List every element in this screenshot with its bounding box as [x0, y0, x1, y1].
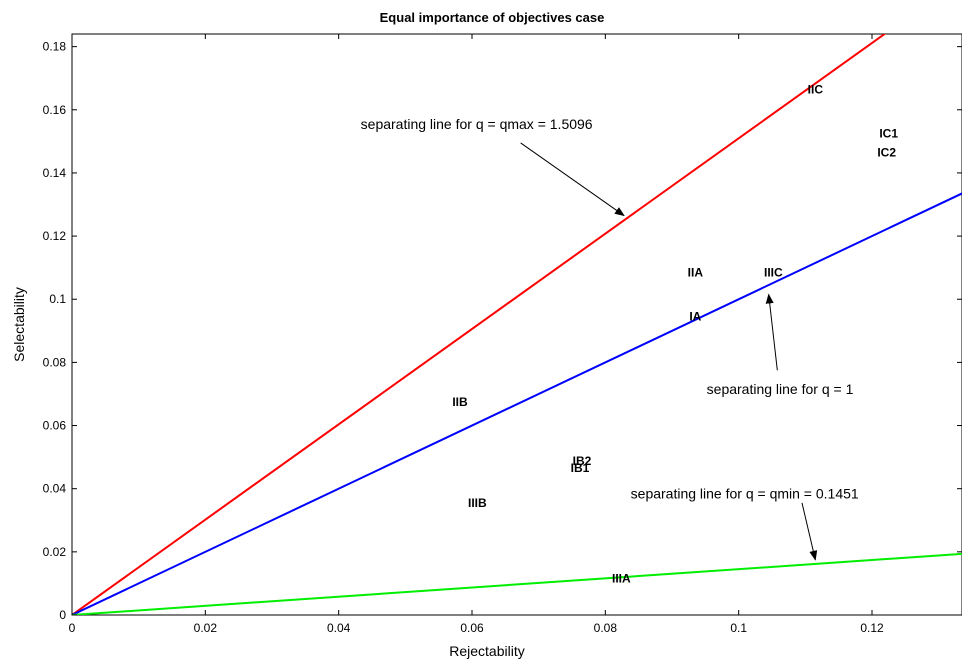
- point-label-iiia: IIIA: [612, 572, 631, 586]
- point-label-ib1: IB1: [571, 461, 590, 475]
- plot-area: [71, 33, 962, 616]
- y-tick-label: 0.08: [43, 355, 67, 369]
- point-label-ic1: IC1: [879, 126, 898, 140]
- annotation-arrow-1: [765, 293, 778, 371]
- point-label-iia: IIA: [688, 265, 704, 279]
- point-label-iib: IIB: [452, 395, 468, 409]
- x-tick-label: 0.1: [730, 621, 747, 635]
- annotation-text-2: separating line for q = qmin = 0.1451: [631, 485, 859, 501]
- y-axis-label: Selectability: [11, 287, 27, 362]
- annotation-arrow-2: [801, 502, 818, 561]
- y-tick-label: 0.12: [43, 229, 67, 243]
- x-tick-label: 0.12: [860, 621, 884, 635]
- x-tick-label: 0.08: [594, 621, 618, 635]
- series-line-0: [72, 34, 887, 615]
- y-tick-label: 0: [59, 608, 66, 622]
- y-tick-label: 0.14: [43, 166, 67, 180]
- point-label-iiic: IIIC: [764, 265, 783, 279]
- x-tick-label: 0: [69, 621, 76, 635]
- chart-title: Equal importance of objectives case: [380, 10, 605, 25]
- series-line-1: [72, 192, 962, 615]
- x-tick-label: 0.06: [460, 621, 484, 635]
- y-tick-label: 0.04: [43, 482, 67, 496]
- x-tick-label: 0.02: [194, 621, 218, 635]
- y-tick-label: 0.1: [49, 292, 66, 306]
- annotation-arrow-0: [520, 142, 625, 217]
- annotation-text-0: separating line for q = qmax = 1.5096: [361, 116, 593, 132]
- x-tick-label: 0.04: [327, 621, 351, 635]
- y-tick-label: 0.02: [43, 545, 67, 559]
- point-label-ic2: IC2: [877, 145, 896, 159]
- series-group: [72, 34, 962, 615]
- point-label-ib2: IB2: [573, 454, 592, 468]
- y-tick-label: 0.06: [43, 419, 67, 433]
- annotation-text-1: separating line for q = 1: [707, 381, 854, 397]
- x-axis-label: Rejectability: [449, 643, 524, 659]
- point-label-ia: IA: [689, 310, 701, 324]
- point-label-iic: IIC: [808, 82, 824, 96]
- series-line-2: [72, 552, 962, 615]
- y-tick-label: 0.18: [43, 40, 67, 54]
- y-tick-label: 0.16: [43, 103, 67, 117]
- point-label-iiib: IIIB: [468, 496, 487, 510]
